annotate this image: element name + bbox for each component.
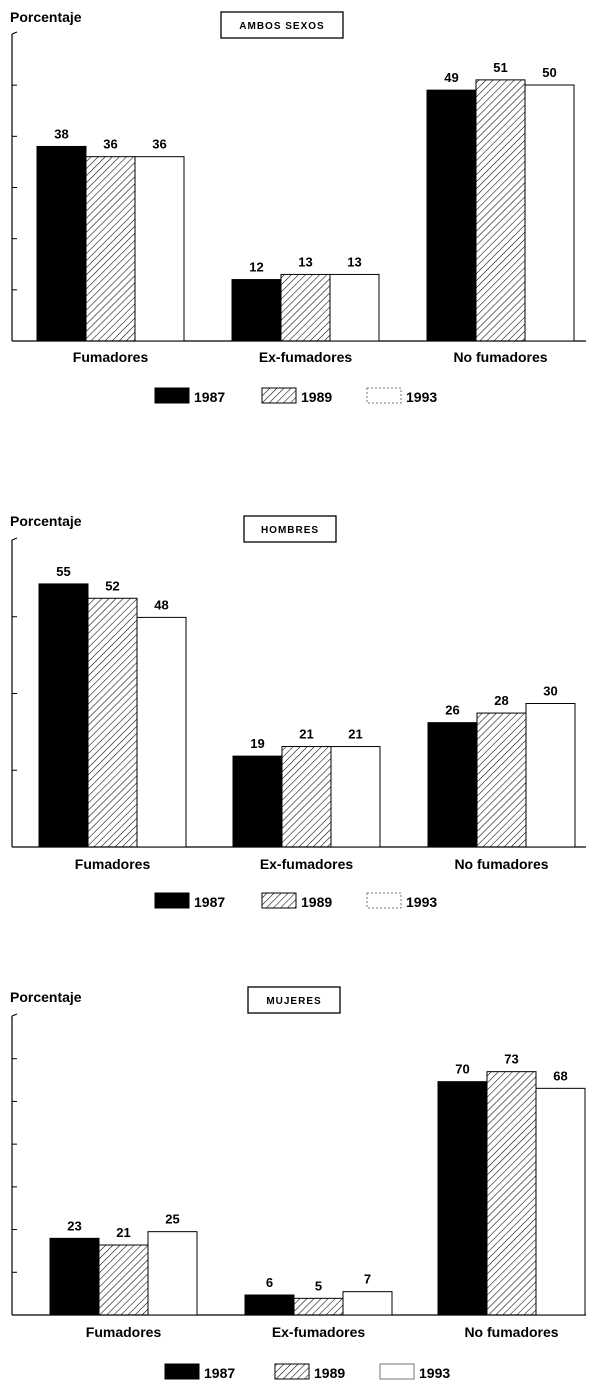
legend-label-1987: 1987 (194, 894, 225, 910)
bar-no-fumadores-1989 (475, 79, 526, 342)
data-label: 19 (250, 736, 264, 751)
y-axis-cap (11, 31, 18, 35)
data-label: 38 (54, 126, 68, 141)
legend-label-1989: 1989 (301, 894, 332, 910)
data-label: 23 (67, 1218, 81, 1233)
data-label: 7 (364, 1272, 371, 1287)
legend-label-1987: 1987 (204, 1365, 235, 1381)
bar-no-fumadores-1993 (525, 703, 576, 848)
y-axis-label: Porcentaje (10, 989, 82, 1005)
bar-no-fumadores-1987 (426, 89, 477, 342)
chart-title: AMBOS SEXOS (239, 21, 324, 32)
bar-fumadores-1993 (136, 616, 187, 848)
bar-no-fumadores-1989 (486, 1071, 537, 1316)
bar-fumadores-1987 (49, 1237, 100, 1316)
category-label: No fumadores (464, 1324, 558, 1340)
legend-swatch-1989 (274, 1363, 310, 1380)
bar-fumadores-1987 (36, 145, 87, 342)
bar-fumadores-1989 (98, 1244, 149, 1316)
legend-swatch-1987 (154, 387, 190, 404)
category-label: Ex-fumadores (272, 1324, 366, 1340)
bar-ex-fumadores-1993 (329, 273, 380, 342)
category-label: No fumadores (453, 349, 547, 365)
data-label: 73 (504, 1052, 518, 1067)
bar-fumadores-1993 (134, 156, 185, 342)
bar-ex-fumadores-1989 (293, 1297, 344, 1316)
category-label: No fumadores (454, 856, 548, 872)
category-label: Ex-fumadores (260, 856, 354, 872)
y-axis-cap (11, 1013, 18, 1017)
data-label: 70 (455, 1062, 469, 1077)
legend-swatch-1993 (379, 1363, 415, 1380)
legend-swatch-1993 (366, 892, 402, 909)
bar-no-fumadores-1987 (427, 722, 478, 848)
legend-label-1993: 1993 (406, 389, 437, 405)
legend-label-1987: 1987 (194, 389, 225, 405)
bar-no-fumadores-1993 (535, 1087, 586, 1316)
category-label: Fumadores (75, 856, 151, 872)
data-label: 50 (542, 65, 556, 80)
data-label: 26 (445, 703, 459, 718)
data-label: 21 (116, 1225, 130, 1240)
data-label: 6 (266, 1275, 273, 1290)
chart-panel-2: Porcentaje HOMBRES 55 52 48 Fumadores 19 21 21 Ex… (10, 513, 586, 910)
data-label: 5 (315, 1278, 322, 1293)
data-label: 36 (152, 137, 166, 152)
y-axis-label: Porcentaje (10, 9, 82, 25)
data-label: 25 (165, 1212, 179, 1227)
data-label: 49 (444, 70, 458, 85)
bar-ex-fumadores-1989 (280, 273, 331, 342)
data-label: 28 (494, 693, 508, 708)
data-label: 13 (347, 254, 361, 269)
category-label: Fumadores (86, 1324, 162, 1340)
chart-panel-1: Porcentaje AMBOS SEXOS 38 36 36 Fumadores 12 13… (10, 9, 586, 405)
bar-fumadores-1989 (87, 597, 138, 848)
bar-ex-fumadores-1987 (232, 755, 283, 848)
bar-ex-fumadores-1987 (244, 1294, 295, 1316)
data-label: 21 (348, 727, 362, 742)
chart-panel-3: Porcentaje MUJERES 23 21 25 Fumadores 6 5 7 Ex-fu… (10, 986, 586, 1381)
chart-title: HOMBRES (261, 525, 319, 536)
chart-title: MUJERES (266, 996, 321, 1007)
data-label: 51 (493, 60, 507, 75)
legend-swatch-1989 (261, 892, 297, 909)
bar-ex-fumadores-1993 (330, 746, 381, 848)
legend-label-1989: 1989 (301, 389, 332, 405)
chart-title-box (247, 986, 341, 1014)
data-label: 48 (154, 597, 168, 612)
chart-title-box (220, 11, 344, 39)
category-label: Ex-fumadores (259, 349, 353, 365)
legend-label-1993: 1993 (406, 894, 437, 910)
chart-title-box (243, 515, 337, 543)
data-label: 52 (105, 578, 119, 593)
bar-no-fumadores-1989 (476, 712, 527, 848)
legend-label-1989: 1989 (314, 1365, 345, 1381)
legend-swatch-1987 (154, 892, 190, 909)
bar-ex-fumadores-1993 (342, 1291, 393, 1316)
bar-fumadores-1987 (38, 583, 89, 848)
data-label: 12 (249, 260, 263, 275)
data-label: 55 (56, 564, 70, 579)
bar-fumadores-1989 (85, 156, 136, 342)
data-label: 68 (553, 1068, 567, 1083)
data-label: 21 (299, 727, 313, 742)
legend-label-1993: 1993 (419, 1365, 450, 1381)
bar-no-fumadores-1993 (524, 84, 575, 342)
legend-swatch-1993 (366, 387, 402, 404)
data-label: 13 (298, 254, 312, 269)
category-label: Fumadores (73, 349, 149, 365)
bar-no-fumadores-1987 (437, 1081, 488, 1316)
bar-fumadores-1993 (147, 1231, 198, 1316)
bar-ex-fumadores-1989 (281, 746, 332, 848)
legend-swatch-1989 (261, 387, 297, 404)
data-label: 36 (103, 137, 117, 152)
bar-ex-fumadores-1987 (231, 279, 282, 342)
y-axis-cap (11, 537, 18, 541)
y-axis-label: Porcentaje (10, 513, 82, 529)
legend-swatch-1987 (164, 1363, 200, 1380)
data-label: 30 (543, 684, 557, 699)
